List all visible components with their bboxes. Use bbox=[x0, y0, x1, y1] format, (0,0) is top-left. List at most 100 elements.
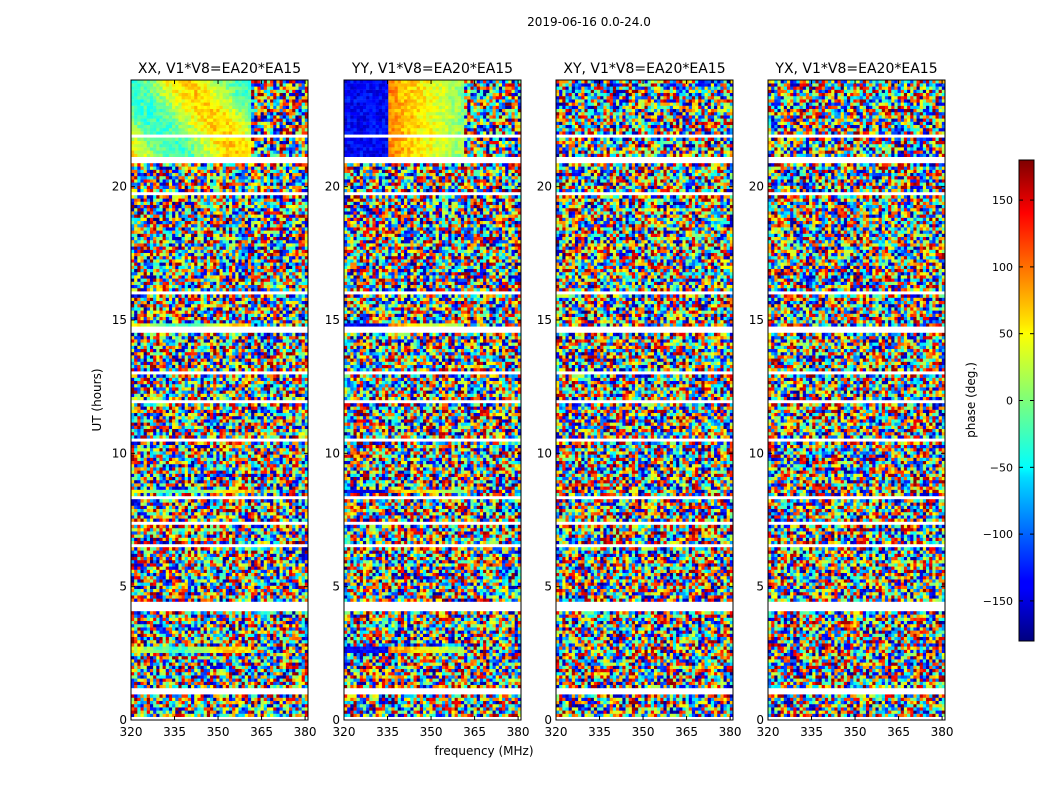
heatmap-cell bbox=[295, 707, 298, 710]
heatmap-cell bbox=[213, 678, 216, 681]
heatmap-cell bbox=[286, 659, 289, 662]
heatmap-cell bbox=[242, 672, 245, 675]
heatmap-cell bbox=[134, 698, 137, 701]
heatmap-cell bbox=[289, 710, 292, 713]
heatmap-cell bbox=[295, 678, 298, 681]
heatmap-cell bbox=[185, 656, 188, 659]
heatmap-cell bbox=[251, 698, 254, 701]
heatmap-cell bbox=[156, 714, 159, 717]
heatmap-cell bbox=[191, 714, 194, 717]
heatmap-cell bbox=[257, 710, 260, 713]
heatmap-cell bbox=[280, 672, 283, 675]
heatmap-cell bbox=[169, 659, 172, 662]
heatmap-cell bbox=[207, 675, 210, 678]
heatmap-cell bbox=[185, 694, 188, 697]
heatmap-cell bbox=[150, 659, 153, 662]
heatmap-cell bbox=[242, 707, 245, 710]
heatmap-cell bbox=[261, 662, 264, 665]
heatmap-cell bbox=[245, 678, 248, 681]
heatmap-cell bbox=[150, 707, 153, 710]
heatmap-cell bbox=[245, 710, 248, 713]
heatmap-cell bbox=[213, 675, 216, 678]
heatmap-cell bbox=[223, 666, 226, 669]
heatmap-cell bbox=[261, 704, 264, 707]
heatmap-cell bbox=[163, 666, 166, 669]
heatmap-cell bbox=[207, 701, 210, 704]
heatmap-cell bbox=[242, 656, 245, 659]
heatmap-cell bbox=[169, 678, 172, 681]
heatmap-cell bbox=[289, 698, 292, 701]
heatmap-cell bbox=[267, 669, 270, 672]
heatmap-cell bbox=[144, 698, 147, 701]
heatmap-cell bbox=[270, 659, 273, 662]
heatmap-cell bbox=[286, 694, 289, 697]
heatmap-cell bbox=[204, 698, 207, 701]
heatmap-cell bbox=[178, 675, 181, 678]
heatmap-cell bbox=[140, 666, 143, 669]
heatmap-cell bbox=[254, 669, 257, 672]
heatmap-cell bbox=[178, 714, 181, 717]
heatmap-cell bbox=[144, 662, 147, 665]
heatmap-cell bbox=[213, 710, 216, 713]
heatmap-cell bbox=[204, 659, 207, 662]
heatmap-cell bbox=[302, 682, 305, 685]
heatmap-cell bbox=[232, 714, 235, 717]
heatmap-cell bbox=[273, 685, 276, 688]
heatmap-cell bbox=[248, 656, 251, 659]
heatmap-cell bbox=[229, 682, 232, 685]
heatmap-cell bbox=[261, 685, 264, 688]
heatmap-cell bbox=[144, 707, 147, 710]
heatmap-cell bbox=[159, 662, 162, 665]
heatmap-cell bbox=[169, 675, 172, 678]
heatmap-cell bbox=[238, 685, 241, 688]
heatmap-cell bbox=[175, 685, 178, 688]
heatmap-cell bbox=[292, 710, 295, 713]
heatmap-cell bbox=[232, 698, 235, 701]
heatmap-cell bbox=[156, 672, 159, 675]
heatmap-cell bbox=[248, 710, 251, 713]
heatmap-cell bbox=[299, 672, 302, 675]
heatmap-cell bbox=[257, 672, 260, 675]
heatmap-cell bbox=[223, 710, 226, 713]
heatmap-cell bbox=[169, 694, 172, 697]
heatmap-cell bbox=[169, 666, 172, 669]
heatmap-cell bbox=[210, 685, 213, 688]
heatmap-cell bbox=[207, 707, 210, 710]
heatmap-cell bbox=[134, 672, 137, 675]
heatmap-cell bbox=[286, 682, 289, 685]
heatmap-cell bbox=[194, 698, 197, 701]
heatmap-cell bbox=[276, 704, 279, 707]
heatmap-cell bbox=[191, 701, 194, 704]
heatmap-cell bbox=[302, 672, 305, 675]
heatmap-cell bbox=[163, 678, 166, 681]
heatmap-cell bbox=[295, 704, 298, 707]
heatmap-cell bbox=[267, 682, 270, 685]
heatmap-cell bbox=[210, 672, 213, 675]
heatmap-cell bbox=[229, 685, 232, 688]
heatmap-cell bbox=[264, 685, 267, 688]
heatmap-cell bbox=[178, 678, 181, 681]
heatmap-cell bbox=[150, 710, 153, 713]
heatmap-cell bbox=[156, 701, 159, 704]
heatmap-cell bbox=[175, 682, 178, 685]
heatmap-cell bbox=[175, 710, 178, 713]
heatmap-cell bbox=[220, 701, 223, 704]
heatmap-cell bbox=[182, 678, 185, 681]
heatmap-cell bbox=[261, 659, 264, 662]
heatmap-cell bbox=[242, 694, 245, 697]
heatmap-cell bbox=[242, 666, 245, 669]
heatmap-cell bbox=[194, 662, 197, 665]
heatmap-cell bbox=[261, 701, 264, 704]
heatmap-cell bbox=[169, 710, 172, 713]
heatmap-cell bbox=[292, 666, 295, 669]
heatmap-cell bbox=[220, 656, 223, 659]
heatmap-cell bbox=[226, 672, 229, 675]
heatmap-cell bbox=[185, 714, 188, 717]
heatmap-cell bbox=[182, 675, 185, 678]
heatmap-cell bbox=[289, 707, 292, 710]
heatmap-cell bbox=[204, 675, 207, 678]
heatmap-cell bbox=[131, 714, 134, 717]
heatmap-cell bbox=[286, 656, 289, 659]
heatmap-cell bbox=[280, 694, 283, 697]
heatmap-cell bbox=[159, 701, 162, 704]
